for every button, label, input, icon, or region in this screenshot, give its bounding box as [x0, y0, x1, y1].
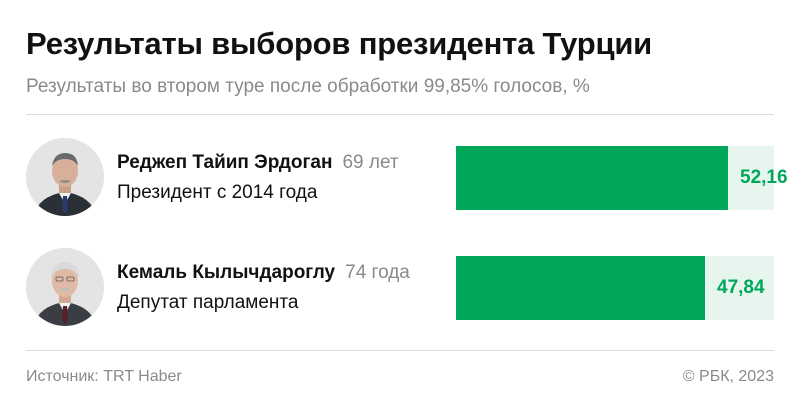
candidate-row: Кемаль Кылычдароглу 74 года Депутат парла…: [0, 248, 800, 328]
candidate-row: Реджеп Тайип Эрдоган 69 лет Президент с 2…: [0, 138, 800, 218]
copyright-note: © РБК, 2023: [682, 368, 774, 385]
candidate-name: Реджеп Тайип Эрдоган 69 лет: [117, 152, 399, 173]
bar-erdogan: [456, 146, 728, 210]
source-note: Источник: TRT Haber: [26, 368, 182, 385]
bar-value-label: 47,84: [717, 277, 765, 298]
bottom-divider: [26, 350, 774, 351]
candidate-role: Президент с 2014 года: [117, 182, 318, 203]
candidate-age: 69 лет: [342, 152, 399, 173]
chart-subtitle: Результаты во втором туре после обработк…: [26, 76, 590, 97]
portrait-kilicdaroglu-icon: [26, 248, 104, 326]
candidate-name: Кемаль Кылычдароглу 74 года: [117, 262, 410, 283]
candidate-role: Депутат парламента: [117, 292, 299, 313]
bar-track: 47,84: [456, 256, 774, 320]
candidate-age: 74 года: [345, 262, 410, 283]
bar-kilicdaroglu: [456, 256, 705, 320]
chart-title: Результаты выборов президента Турции: [26, 26, 653, 61]
top-divider: [26, 114, 774, 115]
portrait-erdogan-icon: [26, 138, 104, 216]
bar-track: 52,16: [456, 146, 788, 210]
bar-value-label: 52,16: [740, 167, 788, 188]
